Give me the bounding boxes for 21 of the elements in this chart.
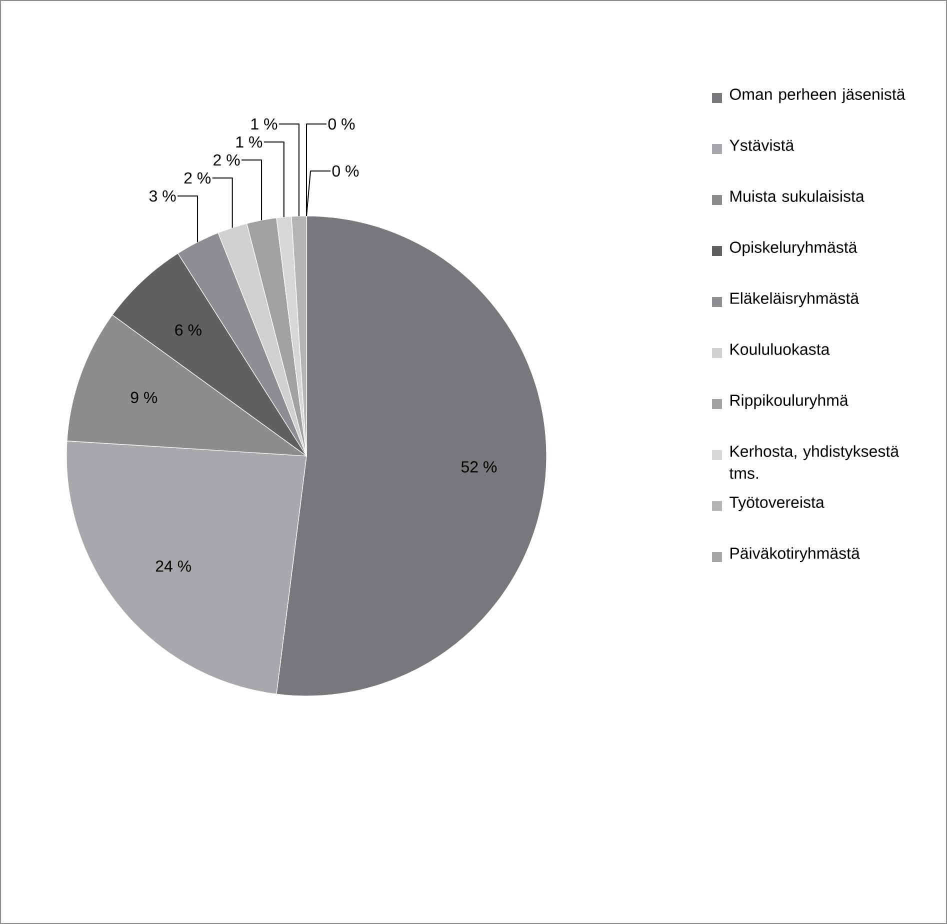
legend-label: Opiskeluryhmästä xyxy=(730,241,858,256)
legend-label: Työtovereista xyxy=(730,496,824,512)
legend-label: Rippikouluryhmä xyxy=(730,394,848,410)
data-label: 3 % xyxy=(149,190,176,202)
legend-label: Koululuokasta xyxy=(730,343,830,355)
legend-label: Eläkeläisryhmästä xyxy=(730,292,860,308)
data-label: 24 % xyxy=(156,560,192,572)
legend-label: Oman perheen jäsenistä xyxy=(730,88,906,104)
data-label: 9 % xyxy=(130,392,158,404)
legend-label: Ystävistä xyxy=(730,139,794,151)
data-label: 6 % xyxy=(175,324,202,336)
text: 0 % xyxy=(328,118,355,130)
data-label: 52 % xyxy=(461,461,497,473)
text: 0 % xyxy=(332,165,359,177)
data-label: 1 % xyxy=(251,118,278,130)
data-label: 2 % xyxy=(184,172,211,184)
legend-label: Muista sukulaisista xyxy=(730,190,864,202)
legend-label: Päiväkotiryhmästä xyxy=(730,547,860,562)
legend-label: Kerhosta, yhdistyksestä tms. xyxy=(729,445,900,479)
data-label: 2 % xyxy=(214,154,240,166)
data-label: 1 % xyxy=(236,136,262,148)
